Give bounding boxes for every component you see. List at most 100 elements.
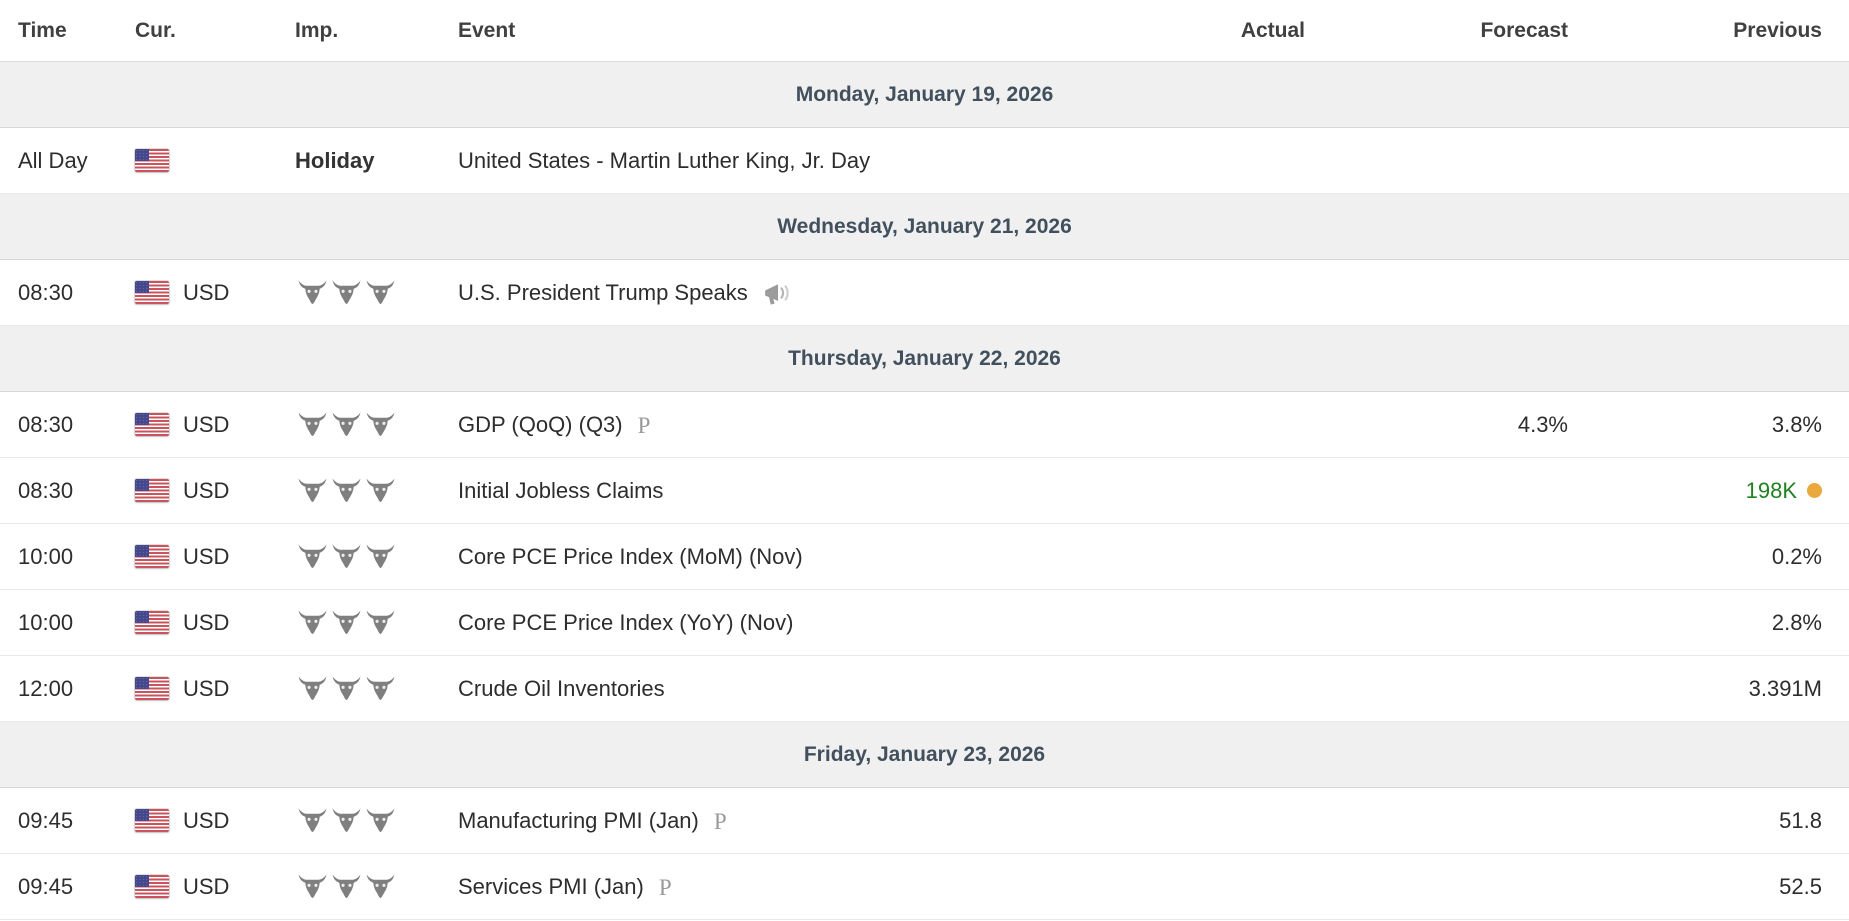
- us-flag-icon: [135, 677, 169, 700]
- importance-bulls: [295, 610, 458, 636]
- bull-icon: [365, 610, 396, 636]
- bull-icon: [365, 544, 396, 570]
- col-header-importance: Imp.: [295, 18, 339, 42]
- event-time: 10:00: [18, 609, 74, 635]
- previous-value: 51.8: [1779, 807, 1822, 833]
- event-currency: USD: [135, 610, 295, 636]
- event-currency: [135, 149, 295, 172]
- importance-bulls: [295, 676, 458, 702]
- currency-code: USD: [183, 477, 230, 503]
- previous-value: 52.5: [1779, 873, 1822, 899]
- preliminary-icon: P: [713, 809, 727, 834]
- date-row-friday: Friday, January 23, 2026: [0, 722, 1849, 788]
- event-name[interactable]: GDP (QoQ) (Q3) P: [458, 411, 651, 438]
- us-flag-icon: [135, 413, 169, 436]
- date-row-thursday: Thursday, January 22, 2026: [0, 326, 1849, 392]
- us-flag-icon: [135, 611, 169, 634]
- importance-cell: Holiday: [295, 148, 458, 174]
- bull-icon: [365, 280, 396, 306]
- importance-bulls: [295, 808, 458, 834]
- col-header-actual: Actual: [1240, 18, 1305, 42]
- event-time: All Day: [18, 147, 88, 173]
- currency-code: USD: [183, 411, 230, 437]
- event-row-jobless-claims[interactable]: 08:30 USD Initial Jobless Claims 198K: [0, 458, 1849, 524]
- event-time: 10:00: [18, 543, 74, 569]
- bull-icon: [331, 412, 362, 438]
- importance-bulls: [295, 544, 458, 570]
- event-name[interactable]: Services PMI (Jan) P: [458, 873, 672, 900]
- importance-bulls: [295, 874, 458, 900]
- bull-icon: [297, 610, 328, 636]
- bull-icon: [297, 280, 328, 306]
- calendar-header-row: Time Cur. Imp. Event Actual Forecast Pre…: [0, 0, 1849, 62]
- bull-icon: [365, 478, 396, 504]
- event-time: 08:30: [18, 411, 74, 437]
- col-header-event: Event: [458, 18, 516, 42]
- bull-icon: [331, 610, 362, 636]
- bull-icon: [297, 412, 328, 438]
- preliminary-icon: P: [658, 875, 672, 900]
- event-time: 09:45: [18, 807, 74, 833]
- event-row-core-pce-mom[interactable]: 10:00 USD Core PCE Price Index (MoM) (No…: [0, 524, 1849, 590]
- event-row-gdp[interactable]: 08:30 USD GDP (QoQ) (Q3) P 4.3% 3.8%: [0, 392, 1849, 458]
- event-name[interactable]: United States - Martin Luther King, Jr. …: [458, 147, 871, 173]
- col-header-currency: Cur.: [135, 18, 176, 42]
- event-row-manufacturing-pmi[interactable]: 09:45 USD Manufacturing PMI (Jan) P 51.8: [0, 788, 1849, 854]
- bull-icon: [331, 874, 362, 900]
- event-currency: USD: [135, 676, 295, 702]
- event-time: 09:45: [18, 873, 74, 899]
- event-row-crude-oil[interactable]: 12:00 USD Crude Oil Inventories 3.391M: [0, 656, 1849, 722]
- bull-icon: [331, 280, 362, 306]
- currency-code: USD: [183, 873, 230, 899]
- bull-icon: [297, 478, 328, 504]
- us-flag-icon: [135, 875, 169, 898]
- us-flag-icon: [135, 281, 169, 304]
- event-row-trump-speaks[interactable]: 08:30 USD U.S. President Trump Speaks: [0, 260, 1849, 326]
- date-row-monday: Monday, January 19, 2026: [0, 62, 1849, 128]
- bull-icon: [331, 808, 362, 834]
- revised-dot-icon: [1807, 483, 1822, 498]
- event-currency: USD: [135, 478, 295, 504]
- bull-icon: [331, 676, 362, 702]
- event-name[interactable]: Initial Jobless Claims: [458, 477, 664, 503]
- currency-code: USD: [183, 807, 230, 833]
- event-currency: USD: [135, 544, 295, 570]
- importance-bulls: [295, 412, 458, 438]
- event-currency: USD: [135, 280, 295, 306]
- previous-value: 2.8%: [1771, 609, 1822, 635]
- preliminary-icon: P: [637, 413, 651, 438]
- bull-icon: [365, 412, 396, 438]
- date-row-wednesday: Wednesday, January 21, 2026: [0, 194, 1849, 260]
- bull-icon: [297, 676, 328, 702]
- event-row-holiday[interactable]: All Day Holiday United States - Martin L…: [0, 128, 1849, 194]
- currency-code: USD: [183, 609, 230, 635]
- event-name[interactable]: Manufacturing PMI (Jan) P: [458, 807, 727, 834]
- event-name[interactable]: U.S. President Trump Speaks: [458, 280, 1120, 306]
- bull-icon: [365, 874, 396, 900]
- previous-value: 3.8%: [1771, 411, 1822, 437]
- importance-bulls: [295, 478, 458, 504]
- bull-icon: [331, 544, 362, 570]
- bull-icon: [297, 874, 328, 900]
- previous-value: 198K: [1745, 477, 1797, 503]
- event-name[interactable]: Core PCE Price Index (YoY) (Nov): [458, 609, 794, 635]
- us-flag-icon: [135, 479, 169, 502]
- forecast-value: 4.3%: [1517, 411, 1568, 437]
- event-time: 08:30: [18, 279, 74, 305]
- us-flag-icon: [135, 545, 169, 568]
- currency-code: USD: [183, 279, 230, 305]
- event-name[interactable]: Crude Oil Inventories: [458, 675, 665, 701]
- holiday-label: Holiday: [295, 147, 375, 173]
- event-row-core-pce-yoy[interactable]: 10:00 USD Core PCE Price Index (YoY) (No…: [0, 590, 1849, 656]
- event-currency: USD: [135, 808, 295, 834]
- event-name[interactable]: Core PCE Price Index (MoM) (Nov): [458, 543, 803, 569]
- col-header-time: Time: [18, 18, 67, 42]
- bull-icon: [331, 478, 362, 504]
- megaphone-icon: [763, 283, 792, 306]
- bull-icon: [297, 808, 328, 834]
- event-row-services-pmi[interactable]: 09:45 USD Services PMI (Jan) P 52.5: [0, 854, 1849, 920]
- col-header-previous: Previous: [1733, 18, 1822, 42]
- bull-icon: [365, 808, 396, 834]
- bull-icon: [365, 676, 396, 702]
